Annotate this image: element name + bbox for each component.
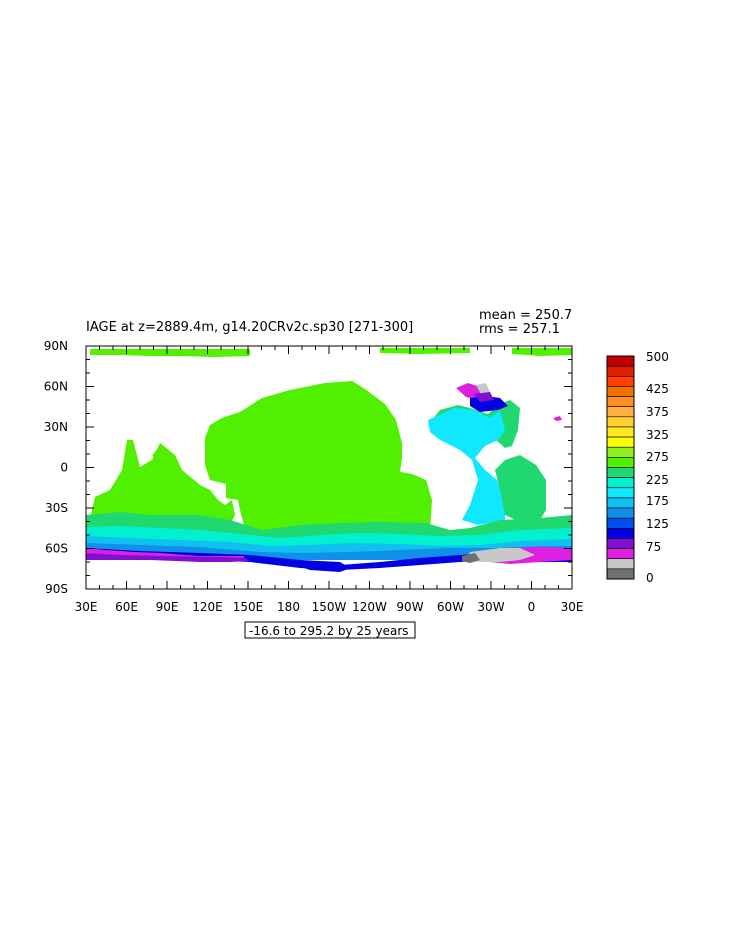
- mediterranean-magenta-dot: [553, 416, 562, 421]
- latitude-labels: 90N 60N 30N 0 30S 60S 90S: [44, 339, 68, 596]
- arctic-ocean-far-east-region: [512, 348, 572, 356]
- plot-title: IAGE at z=2889.4m, g14.20CRv2c.sp30 [271…: [86, 320, 413, 335]
- colorbar-swatch: [606, 446, 635, 458]
- lon-tick-label: 150E: [233, 600, 264, 614]
- mean-stat: mean = 250.7: [479, 308, 572, 323]
- colorbar-swatch: [606, 436, 635, 448]
- colorbar-label: 225: [646, 473, 669, 487]
- lon-tick-label: 30E: [75, 600, 98, 614]
- arctic-ocean-east-region: [380, 348, 470, 354]
- colorbar-swatch: [606, 568, 635, 580]
- lon-tick-label: 120W: [352, 600, 387, 614]
- pacific-ocean-region: [205, 381, 432, 552]
- lat-tick-label: 30N: [44, 420, 68, 434]
- colorbar-swatch: [606, 538, 635, 549]
- colorbar-swatch: [606, 558, 635, 570]
- ross-sea-deep-blue-region: [295, 560, 350, 572]
- colorbar-swatch: [606, 386, 635, 397]
- colorbar-label: 0: [646, 571, 654, 585]
- colorbar-swatch: [606, 416, 635, 428]
- colorbar-label: 375: [646, 405, 669, 419]
- longitude-labels: 30E 60E 90E 120E 150E 180 150W 120W 90W 60W 30W 0 30…: [75, 600, 584, 614]
- lat-tick-label: 60N: [44, 380, 68, 394]
- colorbar-swatch: [606, 365, 635, 377]
- colorbar-swatch: [606, 396, 635, 407]
- rms-stat: rms = 257.1: [479, 322, 560, 337]
- southern-ocean-darkblue-band: [86, 548, 572, 570]
- colorbar-label: 175: [646, 494, 669, 508]
- colorbar-frame: [606, 355, 635, 580]
- indian-ocean-region: [90, 440, 235, 530]
- colorbar-label: 125: [646, 517, 669, 531]
- lat-tick-label: 0: [60, 461, 68, 475]
- lon-tick-label: 60E: [115, 600, 138, 614]
- colorbar-swatch: [606, 497, 635, 509]
- lon-tick-label: 0: [528, 600, 536, 614]
- lon-tick-label: 180: [277, 600, 300, 614]
- lon-tick-label: 30W: [477, 600, 504, 614]
- colorbar-swatch: [606, 457, 635, 468]
- lon-tick-label: 90W: [396, 600, 423, 614]
- ocean-age-map: [86, 346, 572, 589]
- atlantic-cyan-region: [428, 408, 505, 525]
- arctic-ocean-region: [90, 349, 250, 357]
- colorbar-swatch: [606, 487, 635, 499]
- colorbar-swatch: [606, 426, 635, 438]
- colorbar-swatch: [606, 528, 635, 539]
- contour-info-text: -16.6 to 295.2 by 25 years: [249, 624, 409, 638]
- bay-of-bengal-region: [152, 445, 168, 462]
- lat-tick-label: 90N: [44, 339, 68, 353]
- contour-info-box: [244, 621, 416, 639]
- weddell-gray-region: [468, 548, 535, 562]
- lon-tick-label: 150W: [312, 600, 347, 614]
- colorbar-swatch: [606, 467, 635, 478]
- colorbar-swatch: [606, 355, 635, 367]
- colorbar-label: 425: [646, 382, 669, 396]
- lat-tick-label: 30S: [45, 501, 68, 515]
- colorbar-swatch: [606, 375, 635, 387]
- colorbar: [606, 355, 635, 580]
- lon-tick-label: 30E: [561, 600, 584, 614]
- colorbar-swatch: [606, 477, 635, 489]
- axis-ticks: [85, 345, 573, 590]
- lat-tick-label: 90S: [45, 582, 68, 596]
- colorbar-swatch: [606, 507, 635, 519]
- colorbar-swatch: [606, 406, 635, 418]
- south-atlantic-green-region: [495, 455, 546, 522]
- labrador-purple-region: [474, 392, 494, 402]
- lon-tick-label: 60W: [437, 600, 464, 614]
- colorbar-label: 75: [646, 540, 661, 554]
- colorbar-label: 325: [646, 428, 669, 442]
- weddell-purple-region: [86, 553, 250, 562]
- colorbar-swatch: [606, 548, 635, 560]
- colorbar-swatch: [606, 517, 635, 529]
- colorbar-label: 500: [646, 350, 669, 364]
- weddell-dark-gray-region: [462, 553, 480, 563]
- lon-tick-label: 90E: [156, 600, 179, 614]
- lon-tick-label: 120E: [192, 600, 223, 614]
- lat-tick-label: 60S: [45, 542, 68, 556]
- colorbar-labels: 500 425 375 325 275 225 175 125 75 0: [646, 350, 669, 585]
- colorbar-label: 275: [646, 450, 669, 464]
